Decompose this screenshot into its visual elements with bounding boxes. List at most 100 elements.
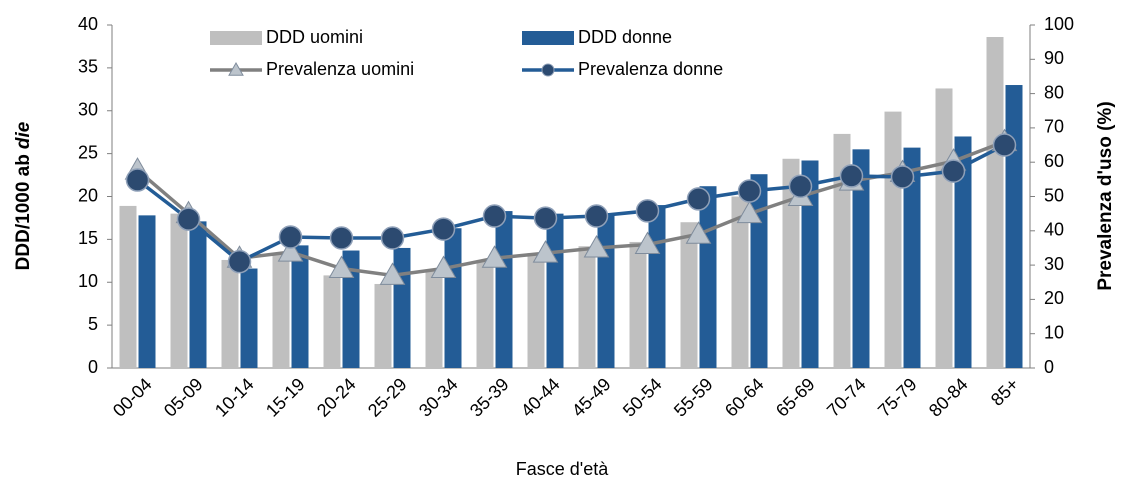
- y2-tick-label: 40: [1044, 220, 1064, 240]
- bar: [138, 215, 156, 368]
- y2-tick-label: 50: [1044, 185, 1064, 205]
- bar: [495, 211, 513, 368]
- x-tick-label: 75-79: [874, 374, 921, 421]
- line-marker: [736, 200, 763, 224]
- line-marker: [839, 164, 864, 188]
- line-marker: [329, 226, 354, 250]
- x-tick-label: 35-39: [466, 374, 513, 421]
- legend-swatch: [210, 31, 262, 45]
- bar: [272, 253, 290, 368]
- line-marker: [584, 204, 609, 228]
- line-marker: [380, 226, 405, 250]
- legend-marker: [541, 63, 555, 77]
- legend-swatch: [522, 31, 574, 45]
- x-tick-label: 30-34: [415, 374, 462, 421]
- bar: [597, 213, 615, 368]
- legend-label: DDD uomini: [266, 27, 363, 47]
- line-marker: [890, 165, 915, 189]
- line-marker: [481, 245, 508, 268]
- line-marker: [992, 133, 1017, 157]
- bar: [833, 133, 851, 368]
- y-tick-label: 10: [78, 271, 98, 291]
- y2-tick-label: 80: [1044, 82, 1064, 102]
- x-tick-label: 20-24: [313, 374, 360, 421]
- bar: [189, 221, 207, 368]
- y2-tick-label: 20: [1044, 288, 1064, 308]
- bar: [170, 213, 188, 368]
- bar: [291, 245, 309, 368]
- bar: [801, 160, 819, 368]
- y-tick-label: 25: [78, 142, 98, 162]
- line: [136, 143, 1006, 264]
- line-marker: [686, 187, 711, 211]
- legend-label: Prevalenza donne: [578, 59, 723, 79]
- bar: [903, 147, 921, 368]
- line-marker: [533, 206, 558, 230]
- legend-marker: [228, 61, 244, 76]
- bar: [750, 174, 768, 368]
- bar: [648, 205, 666, 368]
- bar: [578, 246, 596, 368]
- bar: [884, 111, 902, 369]
- y-tick-label: 0: [88, 357, 98, 377]
- line-marker: [635, 199, 660, 223]
- line-marker: [634, 231, 661, 255]
- x-tick-label: 15-19: [262, 374, 309, 421]
- x-tick-label: 10-14: [211, 374, 258, 421]
- y-tick-label: 30: [78, 100, 98, 120]
- y2-tick-label: 100: [1044, 14, 1074, 34]
- bar: [986, 37, 1004, 368]
- x-tick-label: 25-29: [364, 374, 411, 421]
- x-tick-label: 85+: [987, 374, 1023, 410]
- bar: [444, 228, 462, 368]
- x-tick-label: 05-09: [160, 374, 207, 421]
- bar: [935, 88, 953, 368]
- bar: [119, 205, 137, 368]
- x-tick-label: 45-49: [568, 374, 615, 421]
- y2-tick-label: 90: [1044, 48, 1064, 68]
- line-marker: [737, 179, 762, 203]
- bar: [1005, 85, 1023, 369]
- line-marker: [941, 159, 966, 183]
- bar: [240, 268, 258, 368]
- legend-label: Prevalenza uomini: [266, 59, 414, 79]
- line-marker: [278, 225, 303, 249]
- line-marker: [430, 255, 457, 279]
- line-marker: [431, 217, 456, 241]
- bar: [629, 241, 647, 368]
- x-tick-label: 50-54: [619, 374, 666, 421]
- line-marker: [583, 234, 610, 258]
- bar: [476, 259, 494, 368]
- line-marker: [379, 262, 406, 285]
- y2-tick-label: 70: [1044, 117, 1064, 137]
- y2-tick-label: 10: [1044, 322, 1064, 342]
- bar: [782, 158, 800, 368]
- y-tick-label: 40: [78, 14, 98, 34]
- bar: [221, 259, 239, 368]
- bar: [680, 222, 698, 368]
- bar: [699, 186, 717, 368]
- line-marker: [788, 174, 813, 198]
- bar: [546, 213, 564, 368]
- line: [136, 139, 1006, 278]
- y-axis-label: DDD/1000 ab die: [13, 121, 34, 270]
- y-label-italic: die: [13, 121, 34, 149]
- y-tick-label: 35: [78, 57, 98, 77]
- line-marker: [532, 240, 559, 263]
- line-marker: [227, 249, 252, 274]
- x-tick-label: 80-84: [925, 374, 972, 421]
- bar: [731, 196, 749, 368]
- line-marker: [482, 204, 507, 228]
- y-label-text: DDD/1000 ab: [13, 154, 34, 270]
- x-tick-label: 00-04: [109, 374, 156, 421]
- line-marker: [685, 221, 712, 244]
- line-marker: [176, 207, 201, 231]
- bar: [323, 275, 341, 368]
- bar: [393, 247, 411, 368]
- y-tick-label: 5: [88, 314, 98, 334]
- bar: [342, 250, 360, 368]
- x-tick-label: 70-74: [823, 374, 870, 421]
- x-axis-label: Fasce d'età: [516, 459, 609, 479]
- y-tick-label: 15: [78, 228, 98, 248]
